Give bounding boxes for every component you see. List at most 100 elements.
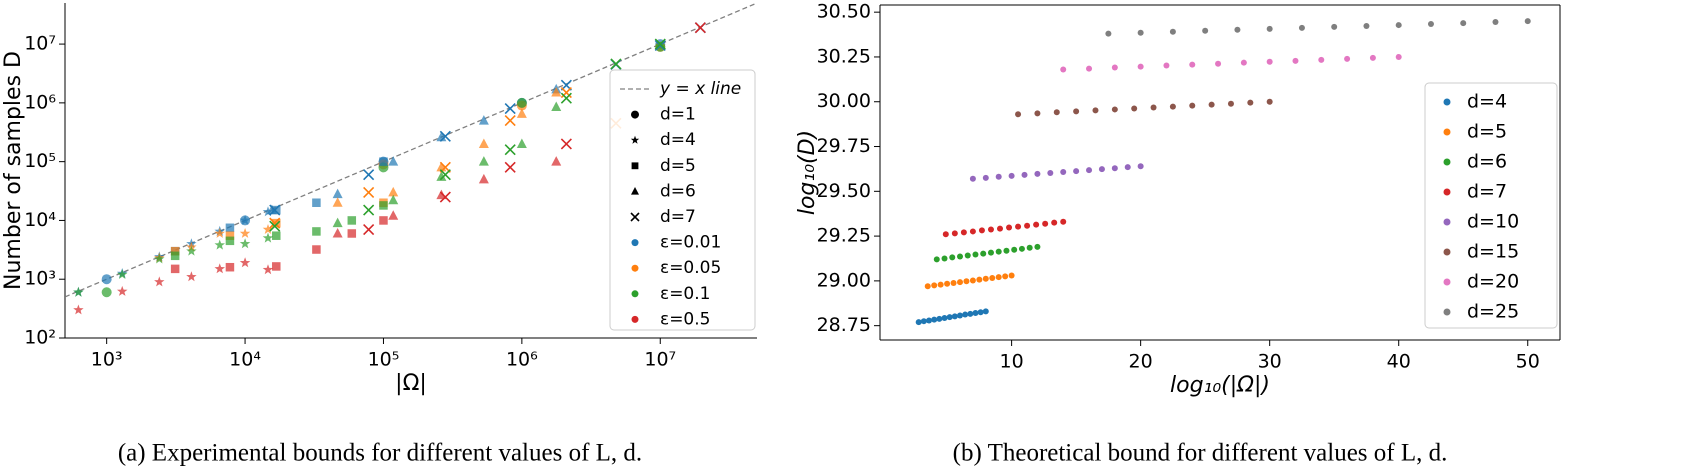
marker xyxy=(1215,60,1222,67)
marker xyxy=(1060,218,1067,225)
legend-label: d=4 xyxy=(1467,91,1507,113)
marker xyxy=(239,214,251,225)
marker xyxy=(186,271,197,282)
marker xyxy=(1524,18,1531,25)
marker xyxy=(1011,246,1018,253)
marker xyxy=(1047,170,1054,177)
marker xyxy=(1024,222,1031,229)
marker xyxy=(1051,219,1058,226)
marker xyxy=(504,103,516,115)
marker xyxy=(989,275,996,282)
marker xyxy=(504,161,516,173)
marker xyxy=(170,251,180,261)
marker xyxy=(982,275,989,282)
marker-stroke xyxy=(504,103,516,115)
marker xyxy=(995,248,1002,255)
marker xyxy=(272,205,281,215)
legend-label: d=5 xyxy=(1467,121,1507,143)
marker xyxy=(1034,170,1041,177)
marker xyxy=(610,58,622,70)
marker xyxy=(962,311,969,318)
marker xyxy=(969,277,976,284)
marker xyxy=(73,304,84,315)
marker xyxy=(1002,273,1009,280)
marker xyxy=(1395,53,1402,60)
legend-label: d=1 xyxy=(660,105,696,125)
marker xyxy=(379,201,388,210)
marker-stroke xyxy=(363,169,375,181)
marker xyxy=(262,224,274,234)
legend-marker xyxy=(1443,188,1451,196)
marker xyxy=(933,256,940,263)
marker xyxy=(969,175,976,182)
marker xyxy=(560,138,572,150)
marker xyxy=(972,309,979,316)
marker xyxy=(516,97,527,108)
marker xyxy=(980,250,987,257)
y-tick-label: 30.50 xyxy=(817,1,871,23)
legend-label: d=4 xyxy=(660,130,696,150)
marker xyxy=(1086,65,1093,72)
marker xyxy=(631,239,639,247)
legend-label: d=5 xyxy=(660,156,696,176)
marker xyxy=(332,217,343,228)
marker xyxy=(478,173,489,184)
y-tick-label: 29.50 xyxy=(817,180,871,202)
marker xyxy=(951,313,958,320)
marker xyxy=(560,86,572,99)
marker xyxy=(388,210,399,220)
marker xyxy=(1060,168,1067,175)
marker-stroke xyxy=(363,204,375,216)
marker xyxy=(1240,59,1247,66)
legend-label: d=6 xyxy=(660,181,696,201)
y-tick-label: 10⁷ xyxy=(24,33,56,55)
marker xyxy=(1111,106,1118,113)
marker xyxy=(1053,109,1060,116)
marker xyxy=(1169,103,1176,110)
marker xyxy=(941,314,948,321)
marker xyxy=(1492,19,1499,26)
x-axis-label: log₁₀(|Ω|) xyxy=(1170,373,1270,398)
marker xyxy=(978,227,985,234)
marker xyxy=(1015,111,1022,118)
marker xyxy=(312,227,321,236)
marker xyxy=(478,156,489,166)
marker-stroke xyxy=(654,39,666,51)
legend-marker xyxy=(1443,278,1451,286)
y-tick-label: 30.00 xyxy=(817,90,871,112)
y-tick-label: 10⁶ xyxy=(24,91,56,113)
marker xyxy=(516,108,527,118)
marker xyxy=(1202,27,1209,34)
marker xyxy=(478,115,489,125)
x-tick-label: 10⁴ xyxy=(229,349,261,371)
marker xyxy=(1150,104,1157,111)
marker xyxy=(1124,164,1131,171)
marker xyxy=(269,220,281,232)
marker xyxy=(1395,22,1402,29)
marker xyxy=(363,186,375,198)
marker xyxy=(1042,220,1049,227)
legend-box xyxy=(1424,82,1558,329)
marker xyxy=(630,135,640,144)
caption: (b) Theoretical bound for different valu… xyxy=(953,440,1448,467)
marker xyxy=(101,287,112,298)
marker xyxy=(1344,55,1351,62)
y-tick-label: 28.75 xyxy=(817,314,871,336)
marker xyxy=(266,204,277,215)
marker xyxy=(388,156,399,166)
marker xyxy=(1137,163,1144,170)
marker xyxy=(926,317,933,324)
marker-stroke xyxy=(560,92,572,104)
marker xyxy=(1292,57,1299,64)
reference-line xyxy=(65,3,757,298)
marker-stroke xyxy=(363,186,375,198)
marker xyxy=(560,92,572,104)
marker xyxy=(963,278,970,285)
marker xyxy=(631,315,639,323)
legend-label: ε=0.01 xyxy=(660,233,721,253)
marker xyxy=(1331,23,1338,30)
marker xyxy=(312,245,321,254)
legend-box xyxy=(609,69,756,331)
